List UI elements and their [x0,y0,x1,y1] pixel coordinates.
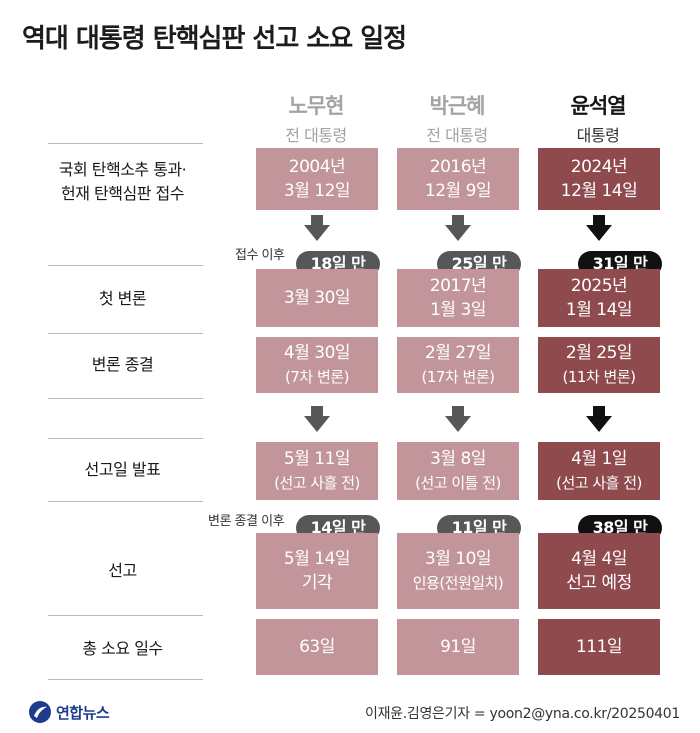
column-name: 노무현 [288,94,345,118]
cell-line: 선고 예정 [566,573,632,593]
date-cell: 5월 11일 (선고 사흘 전) [256,442,378,500]
interval-note: 접수 이후 [235,248,285,263]
cell-line: 12월 9일 [424,181,492,201]
date-cell: 2016년 12월 9일 [397,148,519,210]
row-divider [48,398,203,399]
date-cell: 2025년 1월 14일 [538,269,660,327]
date-cell: 2004년 3월 12일 [256,148,378,210]
column-name: 윤석열 [570,94,627,118]
date-cell: 4월 30일 (7차 변론) [256,337,378,393]
page-title: 역대 대통령 탄핵심판 선고 소요 일정 [22,24,407,54]
row-label-line: 국회 탄핵소추 통과· [58,160,187,179]
cell-line: 3월 30일 [283,288,351,308]
yonhap-logo-icon [29,701,51,723]
cell-line: 4월 1일 [571,449,627,469]
cell-line: 5월 11일 [283,449,351,469]
total-days-cell: 111일 [538,619,660,675]
total-days-cell: 91일 [397,619,519,675]
row-label-announcement: 선고일 발표 [84,460,161,479]
cell-line: 3월 12일 [283,181,351,201]
date-cell: 4월 1일 (선고 사흘 전) [538,442,660,500]
down-arrow-icon [304,406,330,432]
date-cell: 3월 8일 (선고 이틀 전) [397,442,519,500]
row-label-closing: 변론 종결 [91,355,154,374]
cell-line: (7차 변론) [285,368,349,386]
column-header-yoon: 윤석열 대통령 [538,90,658,146]
cell-line: 3월 10일 [424,549,492,569]
date-cell: 4월 4일 선고 예정 [538,533,660,609]
row-divider [48,143,203,144]
column-role: 대통령 [576,126,620,145]
cell-line: (선고 사흘 전) [556,474,642,492]
down-arrow-icon [304,215,330,241]
row-label-impeachment: 국회 탄핵소추 통과· 헌재 탄핵심판 접수 [30,158,215,206]
row-label-verdict: 선고 [108,561,137,580]
cell-line: 63일 [299,637,335,657]
row-divider [48,438,203,439]
interval-note: 변론 종결 이후 [208,514,285,529]
cell-line: 1월 14일 [565,300,633,320]
date-cell: 2월 25일 (11차 변론) [538,337,660,393]
date-cell: 3월 10일 인용(전원일치) [397,533,519,609]
footer-logo: 연합뉴스 [28,700,110,724]
cell-line: (선고 이틀 전) [415,474,501,492]
cell-line: (11차 변론) [562,368,636,386]
column-role: 전 대통령 [285,126,347,145]
row-label-total-days: 총 소요 일수 [82,639,163,658]
column-header-park: 박근혜 전 대통령 [397,90,517,146]
date-cell: 2024년 12월 14일 [538,148,660,210]
cell-line: 111일 [575,637,623,657]
down-arrow-icon [586,215,612,241]
date-cell: 3월 30일 [256,269,378,327]
cell-line: 4월 30일 [283,343,351,363]
row-divider [48,333,203,334]
cell-line: 기각 [301,573,333,593]
cell-line: 91일 [440,637,476,657]
down-arrow-icon [445,215,471,241]
row-label-line: 헌재 탄핵심판 접수 [61,184,184,203]
cell-line: (선고 사흘 전) [274,474,360,492]
date-cell: 2017년 1월 3일 [397,269,519,327]
cell-line: 2017년 [429,276,487,296]
cell-line: 2025년 [570,276,628,296]
row-divider [48,265,203,266]
cell-line: 3월 8일 [430,449,486,469]
date-cell: 5월 14일 기각 [256,533,378,609]
row-label-first-hearing: 첫 변론 [98,289,147,308]
row-divider [48,679,203,680]
credit-text: 이재윤.김영은기자 = yoon2@yna.co.kr/20250401 [364,706,680,722]
down-arrow-icon [445,406,471,432]
row-divider [48,501,203,502]
row-divider [48,615,203,616]
down-arrow-icon [586,406,612,432]
cell-line: 2004년 [288,157,346,177]
date-cell: 2월 27일 (17차 변론) [397,337,519,393]
column-header-roh: 노무현 전 대통령 [256,90,376,146]
cell-line: 1월 3일 [430,300,486,320]
column-role: 전 대통령 [426,126,488,145]
total-days-cell: 63일 [256,619,378,675]
column-name: 박근혜 [429,94,486,118]
cell-line: 2월 27일 [424,343,492,363]
cell-line: 4월 4일 [571,549,627,569]
cell-line: 2024년 [570,157,628,177]
logo-text: 연합뉴스 [56,703,110,722]
cell-line: (17차 변론) [421,368,495,386]
cell-line: 12월 14일 [560,181,638,201]
cell-line: 인용(전원일치) [412,574,504,592]
cell-line: 5월 14일 [283,549,351,569]
cell-line: 2월 25일 [565,343,633,363]
cell-line: 2016년 [429,157,487,177]
